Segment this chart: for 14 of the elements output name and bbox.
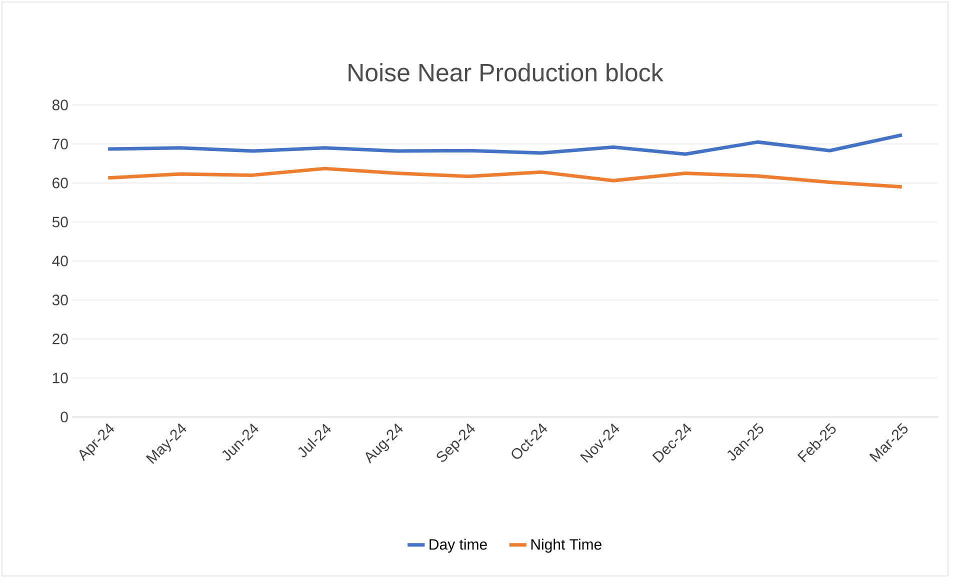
y-tick-label: 70 — [52, 138, 68, 150]
legend-label: Night Time — [531, 538, 602, 553]
y-tick-label: 20 — [52, 334, 68, 344]
line-series — [106, 166, 904, 189]
y-tick-label: 10 — [52, 372, 68, 384]
legend-label: Day time — [430, 538, 487, 553]
line-series — [106, 133, 904, 156]
y-tick-label: 50 — [52, 216, 68, 228]
y-tick-label: 0 — [60, 412, 68, 422]
y-tick-label: 30 — [52, 294, 68, 306]
y-tick-label: 80 — [52, 100, 68, 110]
y-tick-label: 60 — [52, 178, 68, 188]
y-tick-label: 40 — [52, 256, 68, 266]
chart-title: Noise Near Production block — [348, 63, 664, 82]
